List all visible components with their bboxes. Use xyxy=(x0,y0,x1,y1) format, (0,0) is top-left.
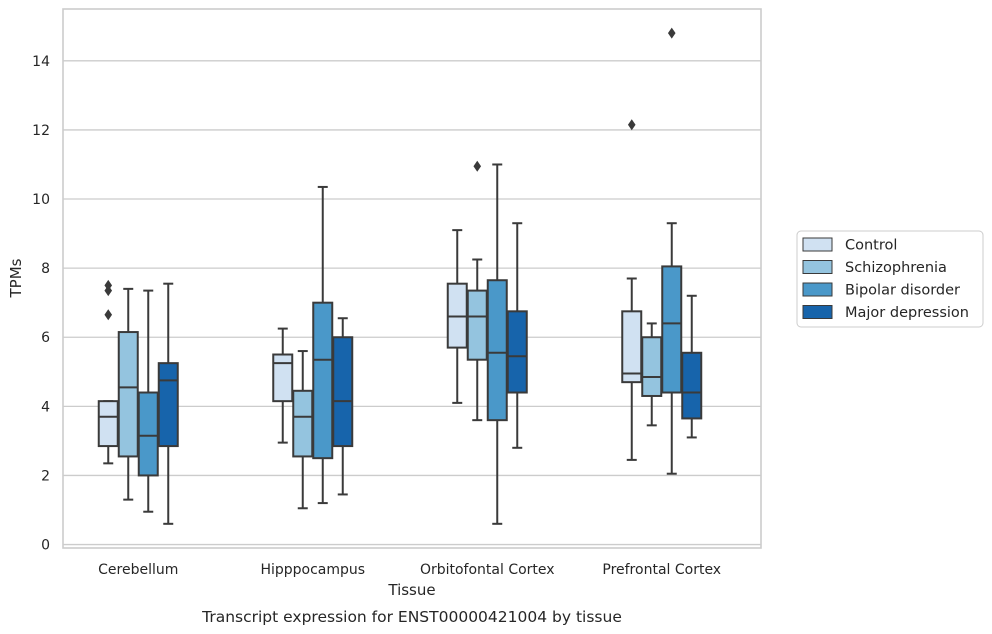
y-tick-label: 4 xyxy=(41,399,50,415)
x-tick-label: Orbitofontal Cortex xyxy=(420,562,555,578)
chart-caption: Transcript expression for ENST0000042100… xyxy=(201,608,622,626)
box-iqr xyxy=(661,265,683,394)
y-tick-label: 10 xyxy=(32,192,50,208)
legend-frame xyxy=(796,230,984,328)
box-schizophrenia xyxy=(292,350,314,510)
box-control xyxy=(446,229,468,404)
x-axis-label: Tissue xyxy=(387,581,435,599)
legend-label: Bipolar disorder xyxy=(845,283,960,299)
legend-label: Major depression xyxy=(845,305,969,321)
x-tick-label: Cerebellum xyxy=(98,562,178,578)
box-bipolar-disorder xyxy=(486,163,508,525)
x-axis-ticks: Cerebellum Hipppocampus Orbitofontal Corte… xyxy=(98,562,721,578)
x-tick-label: Hipppocampus xyxy=(260,562,365,578)
y-tick-label: 12 xyxy=(32,123,50,139)
y-axis-label: TPMs xyxy=(7,258,25,298)
box-iqr xyxy=(117,331,139,458)
box-plot-marks xyxy=(97,27,703,525)
y-axis-ticks: 0 2 4 6 8 10 12 14 xyxy=(32,54,50,554)
box-control xyxy=(621,119,643,461)
y-tick-label: 14 xyxy=(32,54,50,70)
y-tick-label: 6 xyxy=(41,330,50,346)
outlier-point xyxy=(667,27,676,39)
box-major-depression xyxy=(506,222,528,449)
box-bipolar-disorder xyxy=(137,289,159,513)
box-schizophrenia xyxy=(117,287,139,501)
outlier-point xyxy=(473,160,482,172)
box-major-depression xyxy=(332,317,354,496)
outlier-point xyxy=(627,119,636,131)
outlier-point xyxy=(104,309,113,321)
grid-lines xyxy=(63,60,761,546)
legend-swatch xyxy=(802,260,833,274)
box-iqr xyxy=(506,310,528,394)
box-bipolar-disorder xyxy=(312,185,334,505)
box-bipolar-disorder xyxy=(661,27,683,475)
legend-label: Control xyxy=(845,238,897,254)
y-tick-label: 0 xyxy=(41,538,50,554)
legend-swatch xyxy=(802,282,833,297)
x-tick-label: Prefrontal Cortex xyxy=(602,562,721,578)
box-major-depression xyxy=(157,282,179,525)
box-control xyxy=(272,327,294,444)
y-tick-label: 2 xyxy=(41,468,50,484)
box-iqr xyxy=(332,336,354,448)
box-iqr xyxy=(681,351,703,420)
box-iqr xyxy=(466,289,488,361)
legend-label: Schizophrenia xyxy=(845,260,947,276)
box-schizophrenia xyxy=(641,322,663,427)
box-major-depression xyxy=(681,294,703,439)
box-iqr xyxy=(486,279,508,422)
legend-swatch xyxy=(802,305,833,319)
box-iqr xyxy=(97,400,119,448)
legend-swatch xyxy=(802,237,833,252)
box-iqr xyxy=(157,362,179,448)
y-tick-label: 8 xyxy=(41,261,50,277)
outlier-point xyxy=(104,285,113,297)
box-control xyxy=(97,279,119,465)
plot-area-frame xyxy=(62,8,762,549)
box-iqr xyxy=(621,310,643,384)
box-iqr xyxy=(272,353,294,403)
box-iqr xyxy=(312,301,334,460)
legend: Control Schizophrenia Bipolar disorder Majo… xyxy=(796,230,984,328)
box-iqr xyxy=(292,389,314,458)
box-iqr xyxy=(641,336,663,397)
box-iqr xyxy=(137,391,159,477)
